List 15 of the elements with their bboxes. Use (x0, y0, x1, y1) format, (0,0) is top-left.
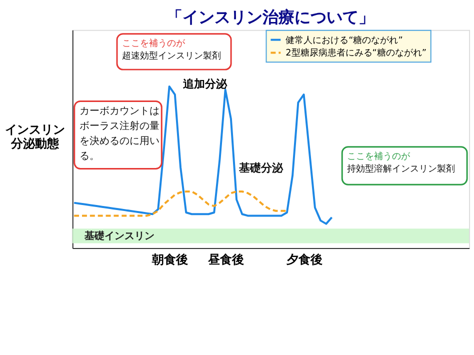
legend-label: 2型糖尿病患者にみる“糖のながれ” (286, 48, 426, 59)
text: 持効型溶解インスリン製剤 (347, 164, 456, 175)
x-tick-label: 昼食後 (206, 252, 244, 266)
annotation: 追加分泌 (182, 77, 228, 90)
text: 超速効型インスリン製剤 (122, 50, 221, 62)
text: ここを補うのが (122, 38, 186, 49)
chart-title: 「インスリン治療について」 (166, 7, 375, 26)
annotation: 基礎分泌 (238, 162, 284, 175)
annotation: カーボカウントはボーラス注射の量を決めるのに用いる。 (79, 106, 160, 162)
y-axis-title: インスリン分泌動態 (5, 122, 66, 150)
text: ここを補うのが (347, 150, 412, 162)
x-tick-label: 夕食後 (285, 252, 322, 266)
x-tick-label: 朝食後 (150, 252, 188, 266)
legend-label: 健常人における“糖のながれ” (286, 34, 403, 46)
band-label: 基礎インスリン (83, 230, 154, 242)
